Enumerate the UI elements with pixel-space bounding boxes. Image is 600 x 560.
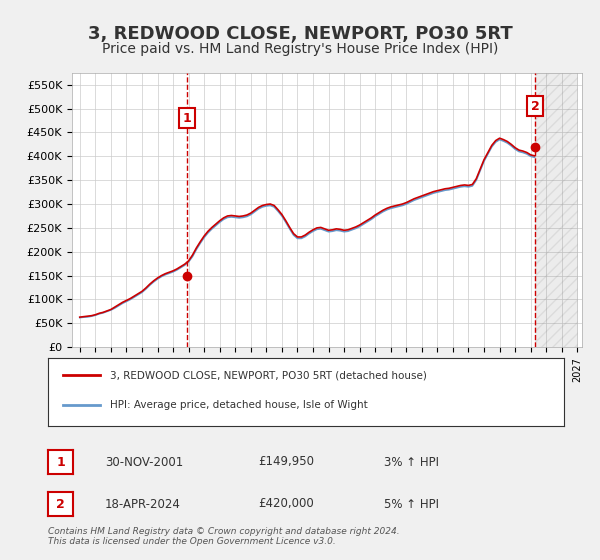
Text: 2: 2 xyxy=(531,100,540,113)
Text: 1: 1 xyxy=(56,455,65,469)
Text: Contains HM Land Registry data © Crown copyright and database right 2024.
This d: Contains HM Land Registry data © Crown c… xyxy=(48,526,400,546)
Text: 18-APR-2024: 18-APR-2024 xyxy=(105,497,181,511)
Text: 30-NOV-2001: 30-NOV-2001 xyxy=(105,455,183,469)
Text: 3, REDWOOD CLOSE, NEWPORT, PO30 5RT (detached house): 3, REDWOOD CLOSE, NEWPORT, PO30 5RT (det… xyxy=(110,370,427,380)
Text: Price paid vs. HM Land Registry's House Price Index (HPI): Price paid vs. HM Land Registry's House … xyxy=(102,42,498,56)
Text: £149,950: £149,950 xyxy=(258,455,314,469)
Text: 3, REDWOOD CLOSE, NEWPORT, PO30 5RT: 3, REDWOOD CLOSE, NEWPORT, PO30 5RT xyxy=(88,25,512,43)
Text: 5% ↑ HPI: 5% ↑ HPI xyxy=(384,497,439,511)
Text: 2: 2 xyxy=(56,497,65,511)
Text: 3% ↑ HPI: 3% ↑ HPI xyxy=(384,455,439,469)
Text: £420,000: £420,000 xyxy=(258,497,314,511)
Text: HPI: Average price, detached house, Isle of Wight: HPI: Average price, detached house, Isle… xyxy=(110,400,368,410)
Bar xyxy=(535,73,577,347)
Text: 1: 1 xyxy=(183,111,192,125)
